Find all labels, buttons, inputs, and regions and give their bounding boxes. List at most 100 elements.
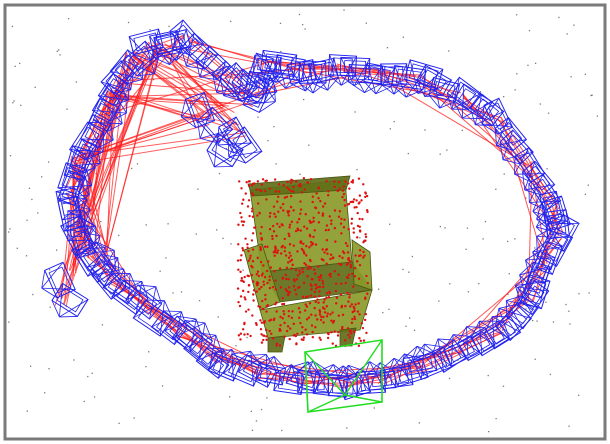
frustum-inner-plane xyxy=(96,267,122,295)
camera-frustum-icon xyxy=(457,326,496,362)
object-point xyxy=(364,233,367,236)
background-point xyxy=(47,161,50,163)
frustum-edge xyxy=(41,287,58,299)
frustum-edge xyxy=(409,59,419,94)
object-point xyxy=(313,295,316,298)
object-point xyxy=(295,180,298,183)
object-point xyxy=(351,317,354,321)
object-point xyxy=(254,321,258,325)
frustum-inner-plane xyxy=(73,229,92,254)
background-point xyxy=(87,375,89,378)
object-point xyxy=(351,179,355,182)
object-point xyxy=(276,195,280,199)
camera-frustum-icon xyxy=(380,63,408,95)
background-point xyxy=(465,248,467,250)
object-point xyxy=(306,181,310,184)
frustum-edge xyxy=(404,78,419,94)
object-point xyxy=(351,200,355,204)
background-point xyxy=(25,255,28,257)
frustum-edge xyxy=(416,345,438,371)
object-point xyxy=(252,289,256,292)
object-point xyxy=(268,187,272,190)
object-point xyxy=(286,325,290,328)
object-point xyxy=(290,267,293,270)
frustum-edge xyxy=(481,98,500,125)
frustum-inner-plane xyxy=(127,45,155,72)
object-point xyxy=(275,234,278,238)
object-point xyxy=(256,202,260,205)
frustum-image-plane xyxy=(252,55,282,75)
object-point xyxy=(280,246,283,249)
object-point xyxy=(247,284,251,287)
object-point xyxy=(247,290,250,294)
object-point xyxy=(289,205,293,209)
frustum-inner-plane xyxy=(499,308,527,337)
pose-graph-edge xyxy=(162,45,243,134)
object-point xyxy=(292,244,295,247)
object-point xyxy=(305,318,309,321)
camera-frustum-icon xyxy=(494,116,528,151)
frustum-edge xyxy=(424,343,452,368)
object-point xyxy=(326,194,330,197)
object-point xyxy=(366,210,369,214)
object-point xyxy=(236,287,240,290)
frustum-edge xyxy=(127,83,129,101)
background-point xyxy=(9,155,12,157)
object-point xyxy=(265,198,268,201)
object-point xyxy=(317,265,320,268)
object-point xyxy=(272,251,275,254)
frustum-inner-plane xyxy=(542,195,560,221)
object-point xyxy=(249,254,252,258)
frustum-edge xyxy=(291,364,302,395)
object-point xyxy=(306,267,309,271)
object-point xyxy=(326,252,329,255)
object-point xyxy=(287,309,291,313)
object-point xyxy=(240,279,243,282)
object-point xyxy=(239,258,242,262)
frustum-edge xyxy=(228,126,245,157)
object-point xyxy=(264,298,267,301)
object-point xyxy=(247,180,251,183)
object-point xyxy=(325,248,329,251)
selected-camera xyxy=(304,339,383,413)
object-point xyxy=(236,259,240,262)
object-point xyxy=(365,331,368,335)
object-point xyxy=(237,334,241,337)
object-point xyxy=(289,254,292,257)
frustum-image-plane xyxy=(195,45,231,81)
frustum-edge xyxy=(393,358,414,385)
object-point xyxy=(238,180,241,183)
object-point xyxy=(298,316,301,320)
frustum-edge xyxy=(153,37,177,61)
object-point xyxy=(344,241,348,245)
background-point xyxy=(439,153,441,155)
frustum-edge xyxy=(536,202,543,220)
frustum-edge xyxy=(481,123,498,135)
frustum-edge xyxy=(375,86,392,95)
camera-frustum-icon xyxy=(79,113,114,149)
object-point xyxy=(242,280,246,284)
frustum-image-plane xyxy=(494,116,528,151)
object-point xyxy=(355,199,358,202)
object-point xyxy=(341,325,344,329)
object-point xyxy=(281,297,284,300)
object-point xyxy=(358,263,362,267)
frustum-edge xyxy=(199,107,213,139)
background-point xyxy=(502,385,505,387)
camera-frustum-icon xyxy=(55,187,88,221)
object-point xyxy=(299,200,302,203)
object-point xyxy=(251,259,255,263)
object-point xyxy=(317,275,321,279)
frustum-edge xyxy=(496,139,527,146)
object-point xyxy=(309,266,312,269)
background-point xyxy=(539,103,541,105)
frustum-edge xyxy=(157,54,177,61)
pose-graph-edge xyxy=(106,51,161,253)
object-point xyxy=(279,206,282,209)
object-point xyxy=(271,224,275,228)
frustum-edge xyxy=(479,320,499,322)
object-point xyxy=(310,277,314,281)
background-point xyxy=(503,95,505,98)
frustum-edge xyxy=(207,349,233,371)
background-point xyxy=(118,422,120,425)
